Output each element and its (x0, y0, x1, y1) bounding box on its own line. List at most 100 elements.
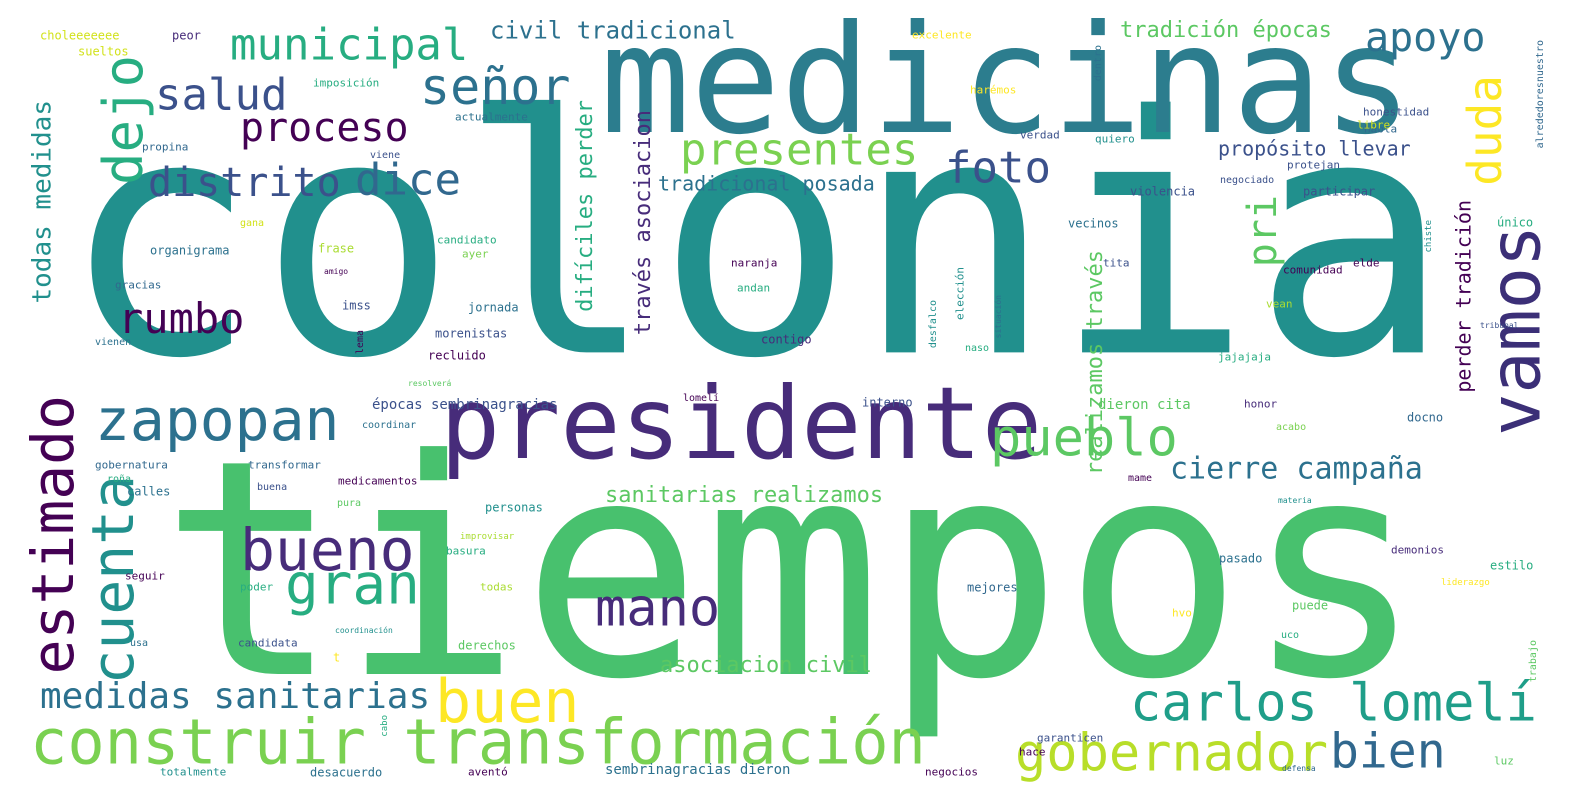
word-negociado: negociado (1220, 175, 1274, 186)
word-proceso: proceso (240, 105, 409, 151)
word-perder-tradicion: perder tradición (1452, 200, 1476, 393)
word-gana: gana (240, 218, 264, 229)
word-liderazgo: liderazgo (1441, 578, 1490, 588)
word-coordinacion: coordinación (335, 625, 393, 635)
word-rona: roña (107, 474, 131, 485)
word-acabo: acabo (1276, 422, 1306, 433)
word-ayer: ayer (462, 248, 489, 261)
word-dieron-cita: dieron cita (1098, 397, 1191, 413)
word-tiempos: tiempos (160, 396, 1424, 745)
word-frase: frase (318, 241, 354, 255)
word-distrito: distrito (148, 160, 341, 206)
word-unico: único (1497, 215, 1533, 229)
word-gobernador: gobernador (1015, 724, 1328, 784)
word-construir-transformacion: construir transformación (30, 705, 926, 778)
word-poder: poder (240, 581, 273, 594)
word-mano: mano (595, 579, 720, 639)
word-mejores: mejores (967, 580, 1018, 594)
word-vamos: vamos (1475, 225, 1557, 436)
word-naso: naso (965, 343, 989, 354)
word-seguir: seguir (125, 570, 165, 583)
word-candidata: candidata (238, 637, 298, 650)
word-imss: imss (342, 298, 371, 312)
word-cabo: cabo (380, 715, 390, 737)
word-defensa: defensa (1282, 764, 1316, 773)
word-epocas-sembrinagracias: épocas sembrinagracias (372, 397, 557, 413)
word-lema: lema (355, 330, 366, 354)
word-haremos: harémos (970, 84, 1016, 97)
word-sanitarias-realizamos: sanitarias realizamos (605, 483, 883, 508)
word-dejo: dejo (92, 55, 155, 185)
word-traves-asociacion: través asociacion (631, 110, 656, 335)
word-puede: puede (1292, 598, 1328, 612)
word-jajajaja: jajajaja (1218, 351, 1271, 364)
word-desfalco: desfalco (928, 300, 939, 348)
word-vecinos: vecinos (1068, 216, 1119, 230)
word-honestidad: honestidad (1363, 106, 1429, 119)
word-senor: señor (420, 58, 571, 116)
word-pura: pura (337, 498, 361, 509)
word-medicinas: medicinas (600, 0, 1413, 168)
word-elde: elde (1353, 257, 1380, 270)
word-organigrama: organigrama (150, 243, 229, 257)
word-garanticen: garanticen (1037, 732, 1103, 745)
word-realizamos-traves: realizamos través (1083, 250, 1108, 475)
word-cierre-campana: cierre campaña (1170, 451, 1423, 486)
word-cuenta: cuenta (79, 475, 147, 685)
word-todas: todas (480, 581, 513, 594)
word-interno: interno (862, 395, 913, 409)
word-quiero: quiero (1095, 133, 1135, 146)
word-mame: mame (1128, 473, 1152, 484)
word-honor: honor (1244, 398, 1277, 411)
word-proposito-llevar: propósito llevar (1218, 137, 1411, 161)
word-morenistas: morenistas (435, 326, 507, 340)
word-eleccion: elección (954, 267, 967, 320)
word-pasado: pasado (1219, 551, 1262, 565)
word-pueblo: pueblo (990, 409, 1178, 469)
word-viene: viene (370, 150, 400, 161)
word-tribunal: tribunal (1480, 321, 1519, 330)
word-personas: personas (485, 500, 543, 514)
word-violencia: violencia (1130, 184, 1195, 198)
word-demonios: demonios (1391, 544, 1444, 557)
word-dice: dice (355, 154, 461, 205)
word-apoyo: apoyo (1365, 15, 1485, 61)
word-alrededoresnuestro: alrededoresnuestro (1535, 40, 1546, 148)
word-estilo: estilo (1490, 558, 1533, 572)
word-protejan: protejan (1287, 159, 1340, 172)
word-foto: foto (945, 142, 1051, 193)
word-amigo: amigo (324, 267, 348, 276)
word-dificiles-perder: difíciles perder (573, 100, 598, 312)
word-totalmente: totalmente (160, 766, 226, 779)
word-usa: usa (130, 638, 148, 649)
word-duda: duda (1458, 75, 1512, 186)
word-recluido: recluido (428, 348, 486, 362)
word-calles: calles (127, 484, 170, 498)
word-vienen: vienen (95, 337, 131, 348)
word-tradicional-posada: tradicional posada (658, 172, 875, 196)
word-naranja: naranja (731, 257, 777, 270)
word-candidato: candidato (437, 234, 497, 247)
word-tradicion-epocas: tradición épocas (1120, 18, 1332, 43)
word-hace: hace (1019, 746, 1046, 759)
word-medidas-sanitarias: medidas sanitarias (40, 676, 430, 717)
word-bueno: bueno (240, 516, 415, 584)
word-docno: docno (1407, 410, 1443, 424)
word-transformar: transformar (248, 459, 321, 472)
word-coordinar: coordinar (362, 420, 416, 431)
word-buen: buen (435, 667, 580, 737)
word-presentes: presentes (680, 124, 918, 175)
word-civil-tradicional: civil tradicional (490, 17, 736, 45)
word-derechos: derechos (458, 638, 516, 652)
word-pri: pri (1240, 195, 1286, 267)
word-participar: participar (1303, 184, 1375, 198)
word-t: t (333, 650, 340, 664)
word-jornada: jornada (468, 300, 519, 314)
word-gran: gran (285, 553, 420, 618)
word-vean: vean (1266, 298, 1293, 311)
word-excelente: excelente (912, 29, 972, 42)
word-propina: propina (142, 141, 188, 154)
